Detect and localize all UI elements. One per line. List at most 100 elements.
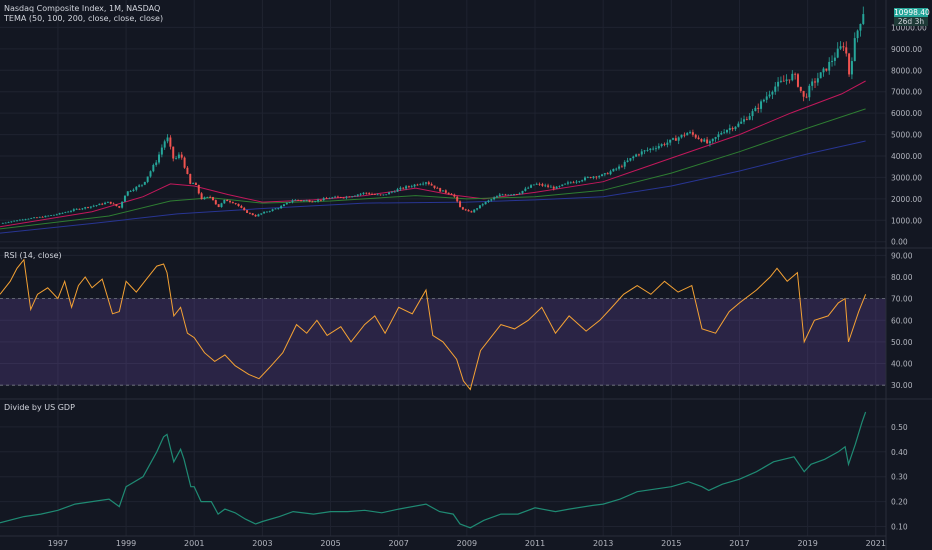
candle-body — [41, 216, 44, 218]
y-tick-label: 80.00 — [891, 273, 913, 282]
candle-body — [231, 202, 234, 204]
candle-body — [552, 186, 555, 189]
gdp-legend[interactable]: Divide by US GDP — [4, 403, 75, 412]
candle-body — [331, 197, 334, 199]
candle-body — [595, 176, 598, 178]
candle-body — [609, 171, 612, 175]
candle-body — [405, 186, 408, 189]
candle-body — [4, 222, 7, 224]
candle-body — [75, 208, 78, 210]
candle-body — [527, 187, 530, 189]
y-tick-label: 30.00 — [891, 381, 913, 390]
candle-body — [336, 196, 339, 198]
candle-body — [10, 221, 13, 223]
candle-body — [422, 183, 425, 185]
candle-body — [808, 85, 811, 98]
candle-body — [155, 162, 158, 165]
y-tick-label: 8000.00 — [891, 66, 922, 75]
candle-body — [18, 219, 21, 221]
candle-body — [294, 199, 297, 201]
candle-body — [757, 107, 760, 109]
candle-body — [581, 180, 584, 182]
candle-body — [765, 96, 768, 100]
y-tick-label: 9000.00 — [891, 45, 922, 54]
candle-body — [521, 190, 524, 194]
candle-body — [711, 138, 714, 142]
candle-body — [126, 191, 129, 196]
candle-body — [774, 86, 777, 92]
candle-body — [601, 174, 604, 177]
candle-body — [319, 199, 322, 201]
candle-body — [118, 206, 121, 208]
candle-body — [274, 208, 277, 210]
x-tick-label: 2015 — [661, 539, 681, 548]
candle-body — [737, 123, 740, 127]
candle-body — [229, 201, 232, 203]
candle-body — [566, 182, 569, 184]
candle-body — [470, 211, 473, 213]
candle-body — [382, 194, 385, 196]
candle-body — [135, 186, 138, 190]
candle-body — [555, 186, 558, 189]
candle-body — [850, 61, 853, 75]
candle-body — [311, 201, 314, 203]
y-tick-label: 0.40 — [891, 448, 908, 457]
candle-body — [731, 128, 734, 130]
candle-body — [700, 139, 703, 142]
candle-body — [342, 197, 345, 199]
candle-body — [745, 119, 748, 121]
candle-body — [263, 211, 266, 214]
candle-body — [819, 72, 822, 79]
candle-body — [586, 177, 589, 178]
candle-body — [862, 14, 865, 24]
candle-body — [334, 196, 337, 198]
candle-body — [561, 184, 564, 186]
candle-body — [697, 137, 700, 140]
candle-body — [623, 161, 626, 167]
symbol-title[interactable]: Nasdaq Composite Index, 1M, NASDAQ — [4, 4, 161, 13]
candle-body — [305, 200, 308, 202]
rsi-legend[interactable]: RSI (14, close) — [4, 251, 62, 260]
candle-body — [589, 177, 592, 178]
candle-body — [689, 132, 692, 134]
x-tick-label: 2009 — [457, 539, 477, 548]
candle-body — [237, 203, 240, 207]
candle-body — [58, 213, 61, 215]
candle-body — [240, 206, 243, 208]
candle-body — [615, 168, 618, 170]
candle-body — [214, 200, 217, 205]
candle-body — [666, 142, 669, 145]
candle-body — [300, 200, 303, 202]
candle-body — [442, 190, 444, 192]
candle-body — [652, 148, 655, 150]
candle-body — [121, 201, 124, 208]
candle-body — [368, 193, 371, 195]
candle-body — [439, 188, 442, 192]
candle-body — [654, 148, 657, 150]
candle-body — [220, 203, 223, 208]
candle-body — [152, 164, 155, 172]
tema-legend[interactable]: TEMA (50, 100, 200, close, close, close) — [4, 14, 164, 23]
y-tick-label: 6000.00 — [891, 109, 922, 118]
candle-body — [453, 194, 456, 197]
candle-body — [376, 194, 379, 196]
candle-body — [720, 133, 723, 135]
candle-body — [549, 186, 552, 188]
candle-body — [782, 80, 785, 82]
candle-body — [635, 154, 638, 157]
candle-body — [828, 61, 831, 71]
candle-body — [694, 134, 697, 138]
candle-body — [322, 198, 325, 201]
candle-body — [328, 198, 331, 200]
candle-body — [169, 137, 172, 147]
candle-body — [84, 207, 87, 209]
candle-body — [194, 183, 197, 185]
candle-body — [606, 173, 609, 175]
candle-body — [362, 192, 365, 194]
candle-body — [799, 86, 802, 91]
candle-body — [407, 186, 410, 188]
candle-body — [490, 199, 493, 201]
candle-body — [203, 197, 206, 200]
candle-body — [592, 176, 595, 178]
